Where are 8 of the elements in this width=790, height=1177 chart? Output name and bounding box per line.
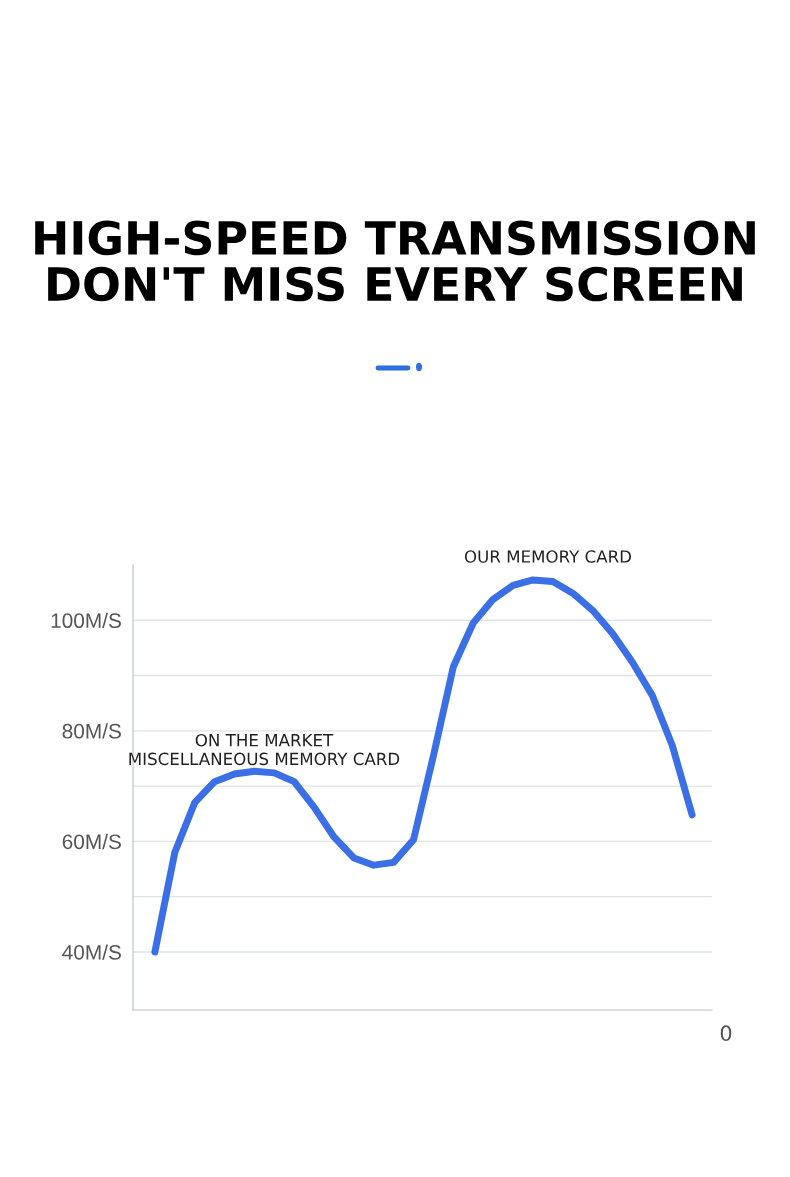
chart-title: HIGH-SPEED TRANSMISSION DON'T MISS EVERY SCREEN (35, 220, 755, 302)
annotation: ON THE MARKET MISCELLANEOUS MEMORY CARD (129, 733, 400, 766)
y-tick-label: 100M/S (51, 612, 121, 629)
text: OUR MEMORY CARD (464, 550, 632, 563)
text: 0 (720, 1025, 732, 1042)
y-tick-label: 40M/S (62, 944, 121, 960)
y-tick-label: 80M/S (62, 723, 121, 739)
y-tick-label: 60M/S (62, 833, 121, 850)
